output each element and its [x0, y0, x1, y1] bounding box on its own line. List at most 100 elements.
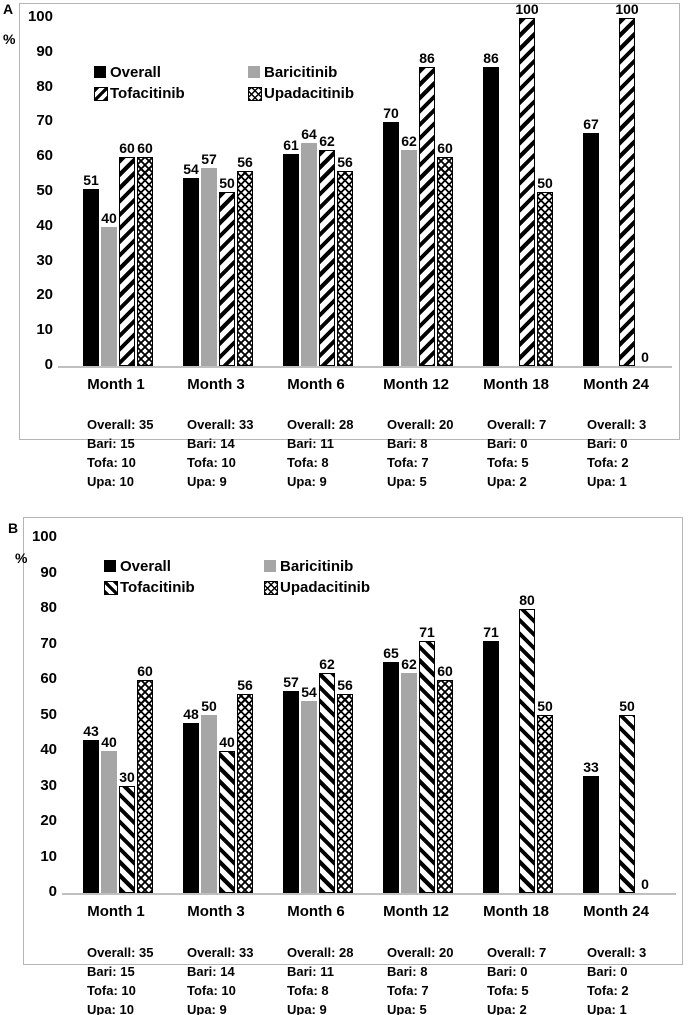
panel-b-y-tick-label: 70 — [40, 635, 57, 652]
bar-tofacitinib-month-3 — [219, 751, 235, 893]
bar-upadacitinib-month-6 — [337, 171, 353, 366]
panel-b-x-axis-line — [62, 893, 676, 895]
legend-swatch-overall-icon — [104, 560, 116, 572]
bar-baricitinib-month-3 — [201, 715, 217, 893]
bar-value-label: 56 — [337, 677, 353, 693]
sample-size-line: Upa: 5 — [387, 1002, 427, 1015]
x-category-label-month-12: Month 12 — [383, 903, 449, 920]
bar-baricitinib-month-12 — [401, 673, 417, 893]
x-category-label-month-6: Month 6 — [287, 903, 345, 920]
sample-size-line: Upa: 1 — [587, 1002, 627, 1015]
panel-b-y-axis-unit-label: % — [15, 550, 28, 566]
sample-size-line: Bari: 0 — [587, 964, 628, 979]
x-category-label-month-3: Month 3 — [187, 376, 245, 393]
sample-size-line: Tofa: 10 — [187, 455, 236, 470]
bar-tofacitinib-month-12 — [419, 67, 435, 366]
legend-label-overall: Overall — [110, 64, 161, 81]
bar-upadacitinib-month-3 — [237, 694, 253, 893]
sample-size-line: Upa: 9 — [287, 474, 327, 489]
sample-size-line: Tofa: 8 — [287, 983, 329, 998]
bar-value-label: 57 — [283, 674, 299, 690]
bar-baricitinib-month-1 — [101, 227, 117, 366]
bar-overall-month-18 — [483, 641, 499, 893]
bar-overall-month-6 — [283, 154, 299, 366]
bar-value-label: 80 — [519, 592, 535, 608]
sample-size-line: Overall: 33 — [187, 417, 254, 432]
bar-value-label: 62 — [319, 656, 335, 672]
sample-size-line: Tofa: 10 — [87, 983, 136, 998]
x-category-label-month-1: Month 1 — [87, 903, 145, 920]
bar-tofacitinib-month-18 — [519, 609, 535, 893]
bar-overall-month-24 — [583, 776, 599, 893]
bar-overall-month-18 — [483, 67, 499, 366]
sample-size-line: Overall: 28 — [287, 417, 354, 432]
sample-size-line: Tofa: 7 — [387, 983, 429, 998]
bar-tofacitinib-month-12 — [419, 641, 435, 893]
bar-value-label: 65 — [383, 645, 399, 661]
legend-label-tofacitinib: Tofacitinib — [120, 579, 195, 596]
bar-tofacitinib-month-3 — [219, 192, 235, 366]
bar-value-label: 48 — [183, 706, 199, 722]
legend-label-tofacitinib: Tofacitinib — [110, 85, 185, 102]
sample-size-line: Tofa: 2 — [587, 983, 629, 998]
panel-b-y-tick-label: 0 — [48, 883, 57, 900]
panel-a-y-tick-label: 0 — [44, 356, 53, 373]
bar-value-label: 86 — [419, 50, 435, 66]
bar-value-label: 57 — [201, 151, 217, 167]
panel-b-y-tick-label: 10 — [40, 848, 57, 865]
legend-swatch-baricitinib-icon — [248, 66, 260, 78]
bar-value-label: 100 — [615, 1, 639, 17]
sample-size-line: Bari: 8 — [387, 436, 428, 451]
sample-size-line: Bari: 0 — [487, 964, 528, 979]
sample-size-line: Overall: 20 — [387, 417, 454, 432]
bar-overall-month-3 — [183, 723, 199, 893]
legend-swatch-upadacitinib-icon — [264, 581, 278, 595]
sample-size-line: Tofa: 2 — [587, 455, 629, 470]
sample-size-line: Bari: 11 — [287, 436, 334, 451]
sample-size-line: Tofa: 5 — [487, 455, 529, 470]
panel-b-y-tick-label: 20 — [40, 812, 57, 829]
panel-a-y-tick-label: 80 — [36, 78, 53, 95]
legend-label-upadacitinib: Upadacitinib — [280, 579, 371, 596]
bar-value-label: 33 — [583, 759, 599, 775]
sample-size-line: Upa: 10 — [87, 1002, 134, 1015]
sample-size-line: Bari: 8 — [387, 964, 428, 979]
bar-overall-month-6 — [283, 691, 299, 893]
sample-size-line: Overall: 3 — [587, 417, 647, 432]
legend-swatch-baricitinib-icon — [264, 560, 276, 572]
bar-value-label: 71 — [483, 624, 499, 640]
panel-a-y-tick-label: 10 — [36, 321, 53, 338]
bar-value-label: 54 — [301, 684, 317, 700]
panel-b-letter: B — [8, 520, 19, 536]
sample-size-line: Upa: 2 — [487, 474, 527, 489]
bar-upadacitinib-month-18 — [537, 192, 553, 366]
bar-overall-month-12 — [383, 122, 399, 366]
x-category-label-month-3: Month 3 — [187, 903, 245, 920]
bar-upadacitinib-month-6 — [337, 694, 353, 893]
bar-value-label: 61 — [283, 137, 299, 153]
sample-size-line: Overall: 28 — [287, 945, 354, 960]
bar-tofacitinib-month-1 — [119, 786, 135, 893]
panel-a-y-tick-label: 20 — [36, 286, 53, 303]
bar-overall-month-12 — [383, 662, 399, 893]
bar-tofacitinib-month-1 — [119, 157, 135, 366]
bar-value-label: 43 — [83, 723, 99, 739]
sample-size-line: Tofa: 8 — [287, 455, 329, 470]
bar-value-label: 56 — [337, 154, 353, 170]
sample-size-line: Bari: 15 — [87, 436, 135, 451]
panel-a-y-tick-label: 90 — [36, 43, 53, 60]
bar-baricitinib-month-12 — [401, 150, 417, 366]
panel-b-y-tick-label: 100 — [31, 528, 57, 545]
bar-value-label: 56 — [237, 154, 253, 170]
x-category-label-month-24: Month 24 — [583, 376, 649, 393]
sample-size-line: Upa: 10 — [87, 474, 134, 489]
x-category-label-month-24: Month 24 — [583, 903, 649, 920]
bar-tofacitinib-month-6 — [319, 150, 335, 366]
bar-value-label: 71 — [419, 624, 435, 640]
bar-value-label: 40 — [101, 210, 117, 226]
bar-value-label: 60 — [137, 140, 153, 156]
bar-value-label: 0 — [641, 349, 649, 365]
bar-value-label: 64 — [301, 126, 317, 142]
legend-swatch-tofacitinib-icon — [94, 87, 108, 101]
